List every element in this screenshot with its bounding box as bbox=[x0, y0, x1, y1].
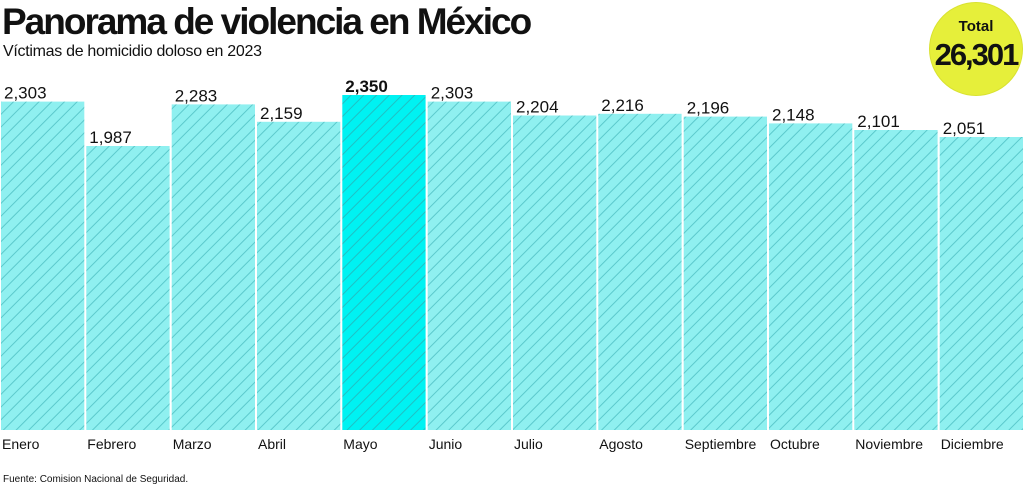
value-label: 1,987 bbox=[89, 128, 132, 147]
bar-febrero bbox=[86, 146, 170, 430]
value-label: 2,148 bbox=[772, 105, 815, 124]
value-label: 2,283 bbox=[175, 86, 218, 105]
bar-julio bbox=[513, 115, 597, 430]
category-label: Mayo bbox=[343, 436, 377, 452]
value-label: 2,159 bbox=[260, 104, 303, 123]
chart-title: Panorama de violencia en México bbox=[2, 1, 532, 42]
category-label: Abril bbox=[258, 436, 286, 452]
value-label: 2,101 bbox=[857, 112, 900, 131]
total-label: Total bbox=[958, 18, 994, 35]
bar-agosto bbox=[598, 113, 682, 431]
category-label: Septiembre bbox=[685, 436, 757, 452]
bar-octubre bbox=[769, 123, 853, 431]
bar-chart: 2,303 Enero 1,987 Febrero 2,283 Marzo 2,159 Abr… bbox=[1, 77, 1023, 452]
bar-mayo bbox=[342, 95, 426, 430]
total-value: 26,301 bbox=[934, 37, 1020, 72]
category-label: Julio bbox=[514, 436, 543, 452]
category-label: Marzo bbox=[173, 436, 212, 452]
value-label: 2,204 bbox=[516, 98, 559, 117]
bar-septiembre bbox=[683, 116, 767, 430]
category-label: Agosto bbox=[599, 436, 643, 452]
bar-marzo bbox=[171, 104, 255, 431]
bar-diciembre bbox=[939, 137, 1023, 430]
source-note: Fuente: Comision Nacional de Seguridad. bbox=[3, 474, 189, 485]
category-label: Noviembre bbox=[855, 436, 923, 452]
chart-subtitle: Víctimas de homicidio doloso en 2023 bbox=[3, 43, 262, 60]
value-label: 2,303 bbox=[4, 84, 47, 103]
value-label: 2,350 bbox=[345, 77, 388, 96]
value-label: 2,216 bbox=[601, 96, 644, 115]
bar-junio bbox=[427, 101, 511, 430]
total-badge: Total 26,301 bbox=[930, 3, 1022, 95]
value-label: 2,051 bbox=[943, 119, 986, 138]
bar-abril bbox=[257, 121, 341, 431]
category-label: Enero bbox=[2, 436, 40, 452]
bar-noviembre bbox=[854, 130, 938, 430]
bar-enero bbox=[1, 101, 85, 430]
category-label: Octubre bbox=[770, 436, 820, 452]
category-label: Junio bbox=[429, 436, 463, 452]
category-label: Diciembre bbox=[941, 436, 1004, 452]
value-label: 2,303 bbox=[431, 84, 474, 103]
category-label: Febrero bbox=[87, 436, 136, 452]
value-label: 2,196 bbox=[687, 99, 730, 118]
